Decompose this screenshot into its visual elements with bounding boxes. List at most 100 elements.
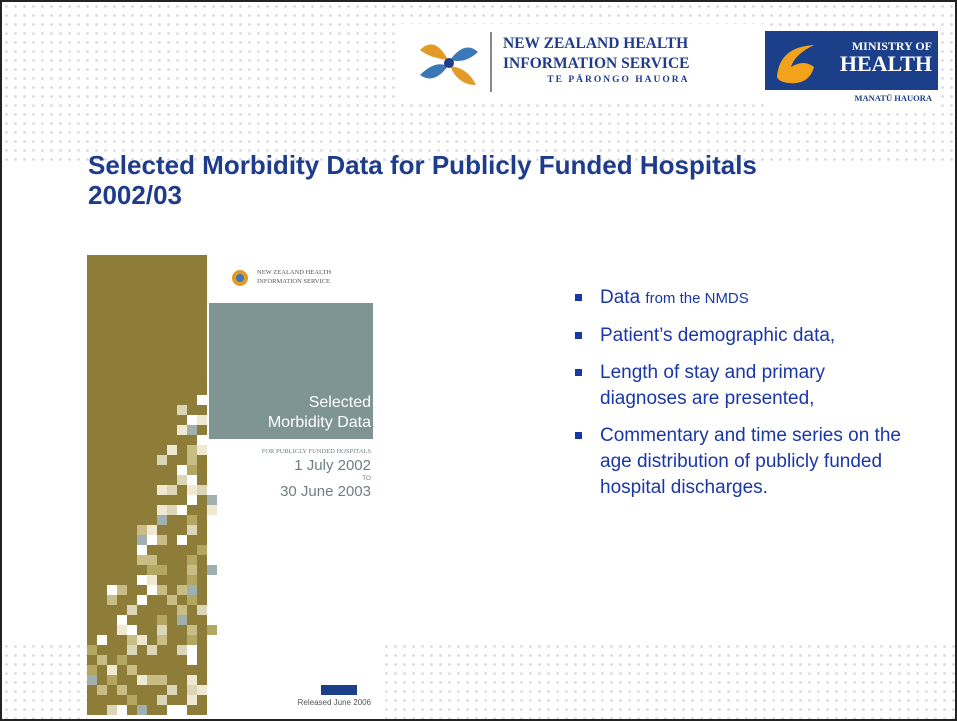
mosaic-tile — [137, 555, 147, 565]
mosaic-tile — [157, 505, 167, 515]
mosaic-tile — [137, 575, 147, 585]
mosaic-tile — [207, 575, 217, 585]
mosaic-tile — [187, 675, 197, 685]
mosaic-tile — [117, 615, 127, 625]
mosaic-tile — [187, 425, 197, 435]
cover-title: Selected — [268, 393, 371, 413]
mosaic-tile — [107, 675, 117, 685]
mosaic-tile — [207, 675, 217, 685]
cover-logo-text: NEW ZEALAND HEALTH — [257, 268, 331, 277]
mosaic-tile — [157, 635, 167, 645]
mosaic-tile — [187, 555, 197, 565]
mosaic-tile — [187, 695, 197, 705]
cover-title: Morbidity Data — [268, 413, 371, 433]
mosaic-tile — [147, 555, 157, 565]
bullet-text: Commentary and time series on the age di… — [600, 425, 901, 498]
mosaic-tile — [117, 625, 127, 635]
logo-text: NEW ZEALAND HEALTH — [503, 34, 689, 54]
mosaic-tile — [187, 585, 197, 595]
mosaic-tile — [207, 495, 217, 505]
mosaic-tile — [177, 405, 187, 415]
mosaic-tile — [127, 695, 137, 705]
slide: NEW ZEALAND HEALTH INFORMATION SERVICE T… — [0, 0, 957, 721]
mosaic-tile — [157, 675, 167, 685]
mosaic-tile — [147, 535, 157, 545]
mosaic-tile — [157, 455, 167, 465]
cover-subtitle: FOR PUBLICLY FUNDED HOSPITALS — [262, 447, 371, 457]
mosaic-tile — [177, 505, 187, 515]
mosaic-tile — [187, 455, 197, 465]
mosaic-tile — [157, 585, 167, 595]
slide-title: Selected Morbidity Data for Publicly Fun… — [88, 150, 808, 210]
mosaic-tile — [197, 415, 207, 425]
mosaic-tile — [167, 445, 177, 455]
mosaic-tile — [127, 635, 137, 645]
mosaic-tile — [187, 525, 197, 535]
bullet: Patient’s demographic data, — [572, 323, 912, 349]
bullet-text: Patient’s demographic data, — [600, 325, 835, 346]
mosaic-tile — [197, 605, 207, 615]
mosaic-tile — [187, 635, 197, 645]
mosaic-tile — [87, 675, 97, 685]
mosaic-tile — [107, 705, 117, 715]
bullet: Commentary and time series on the age di… — [572, 423, 912, 501]
mosaic-tile — [197, 435, 207, 445]
logo-subtext: MANATŪ HAUORA — [765, 90, 938, 107]
logo-subtext: TE PĀRONGO HAUORA — [503, 74, 689, 86]
mosaic-tile — [187, 595, 197, 605]
cover-icon — [229, 267, 251, 289]
mosaic-tile — [147, 585, 157, 595]
mosaic-tile — [117, 685, 127, 695]
mosaic-tile — [187, 655, 197, 665]
mosaic-tile — [167, 685, 177, 695]
mosaic-tile — [197, 685, 207, 695]
mosaic-tile — [187, 465, 197, 475]
mosaic-tile — [187, 575, 197, 585]
mosaic-tile — [157, 515, 167, 525]
mosaic-tile — [87, 645, 97, 655]
cover-date: 30 June 2003 — [262, 483, 371, 500]
bullet: Length of stay and primary diagnoses are… — [572, 360, 912, 412]
mosaic-tile — [207, 505, 217, 515]
nzhis-icon — [410, 30, 485, 100]
mosaic — [87, 395, 267, 715]
mosaic-tile — [157, 565, 167, 575]
cover-to: TO — [262, 474, 371, 483]
mosaic-tile — [147, 575, 157, 585]
mosaic-tile — [207, 625, 217, 635]
moh-logo: MINISTRY OF HEALTH MANATŪ HAUORA — [764, 30, 939, 108]
mosaic-tile — [147, 565, 157, 575]
mosaic-tile — [137, 635, 147, 645]
bullet: Data from the NMDS — [572, 285, 912, 312]
bullet-text: Length of stay and primary diagnoses are… — [600, 362, 825, 409]
bullet-list: Data from the NMDS Patient’s demographic… — [572, 285, 912, 512]
mosaic-tile — [207, 565, 217, 575]
logo-text: INFORMATION SERVICE — [503, 54, 689, 74]
mosaic-tile — [137, 675, 147, 685]
mosaic-tile — [87, 665, 97, 675]
dot-pattern — [2, 642, 87, 719]
mosaic-tile — [97, 685, 107, 695]
mosaic-tile — [147, 525, 157, 535]
dot-pattern — [382, 642, 955, 719]
mosaic-tile — [157, 625, 167, 635]
mosaic-tile — [127, 625, 137, 635]
mosaic-tile — [187, 625, 197, 635]
mosaic-tile — [177, 705, 187, 715]
mosaic-tile — [127, 665, 137, 675]
mosaic-tile — [167, 705, 177, 715]
mosaic-tile — [137, 545, 147, 555]
mosaic-tile — [157, 615, 167, 625]
mosaic-tile — [177, 615, 187, 625]
mosaic-tile — [167, 485, 177, 495]
mosaic-tile — [97, 655, 107, 665]
mosaic-tile — [167, 595, 177, 605]
mosaic-tile — [127, 605, 137, 615]
mosaic-tile — [197, 445, 207, 455]
mosaic-tile — [147, 645, 157, 655]
mosaic-tile — [117, 655, 127, 665]
mosaic-tile — [137, 595, 147, 605]
mosaic-tile — [177, 585, 187, 595]
mosaic-tile — [187, 495, 197, 505]
mosaic-tile — [147, 675, 157, 685]
